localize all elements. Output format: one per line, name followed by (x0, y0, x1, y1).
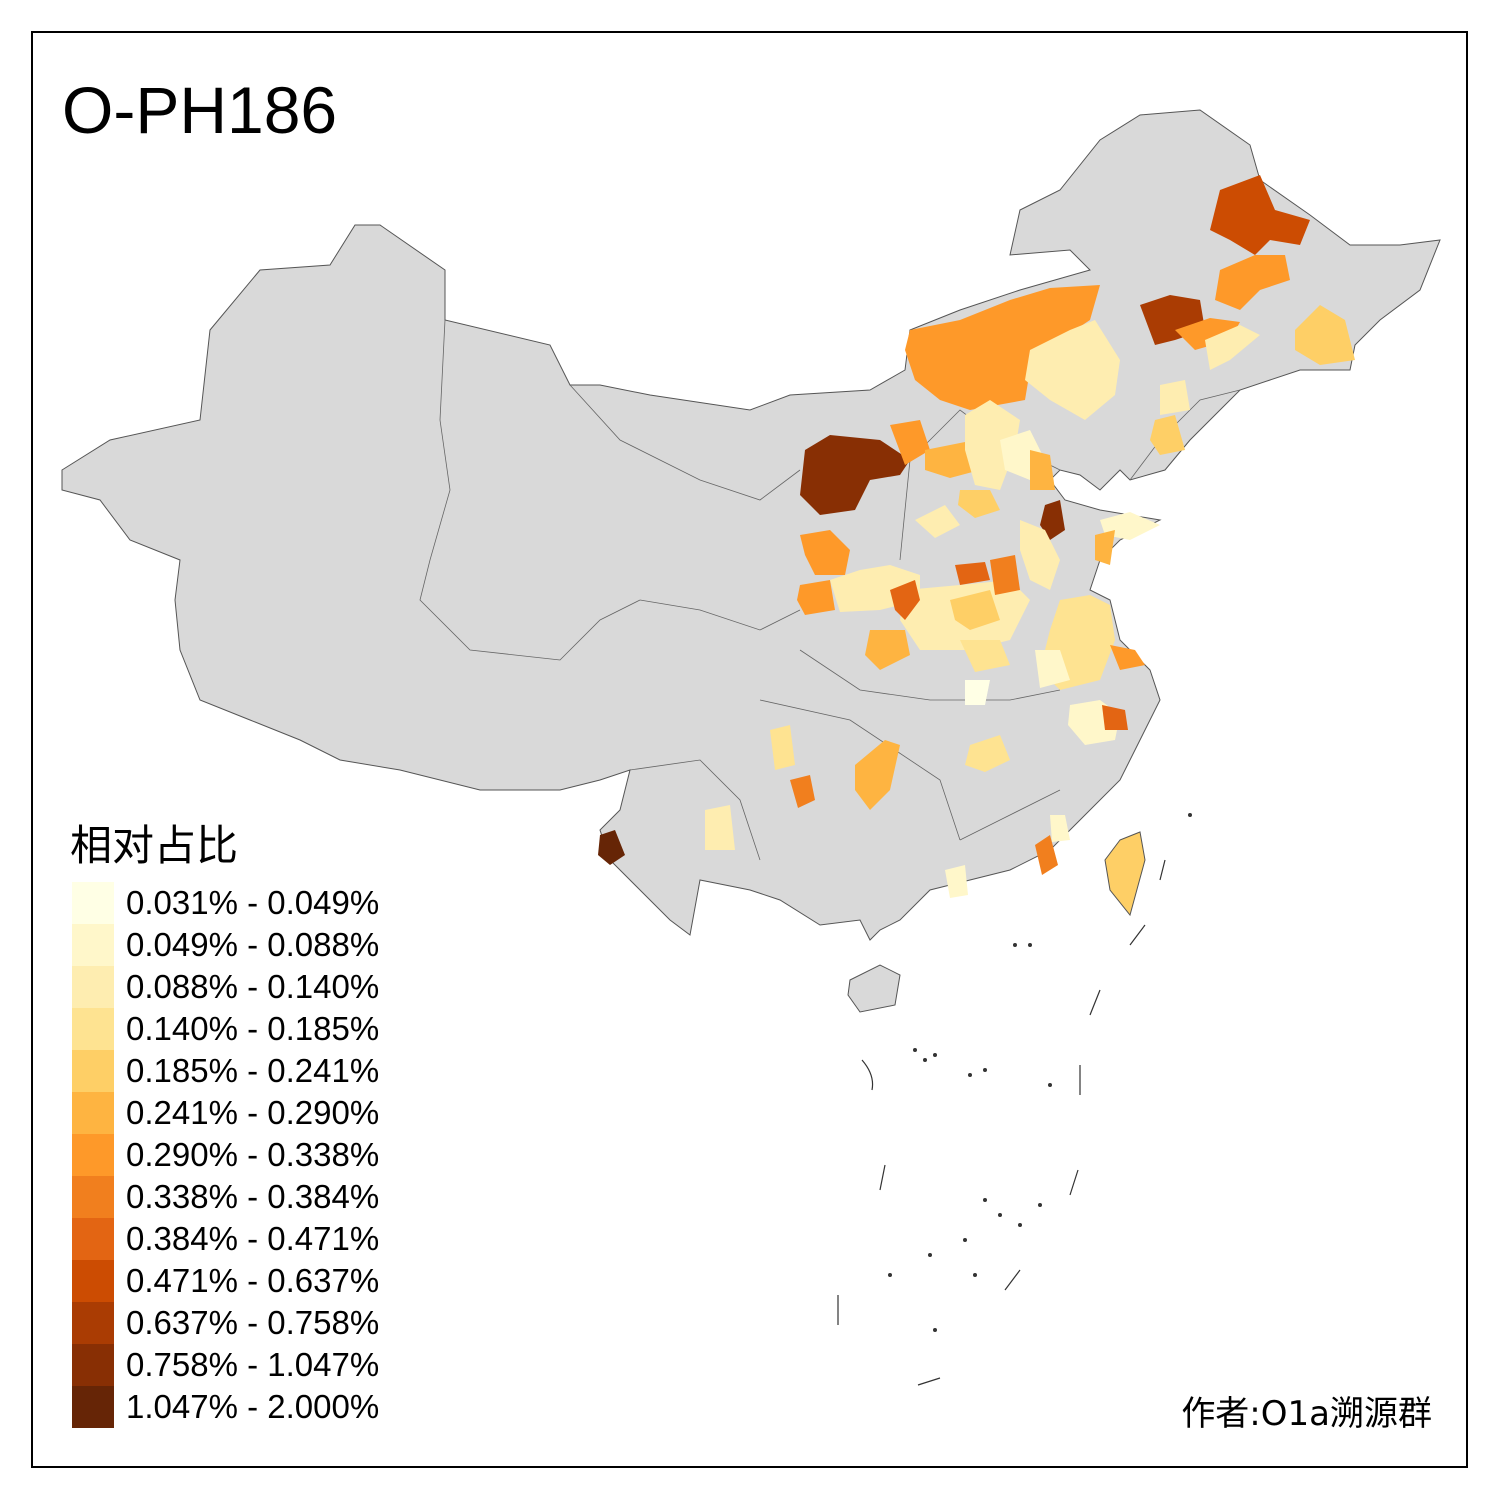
legend-swatch (72, 1092, 114, 1134)
legend-label: 0.758% - 1.047% (126, 1346, 380, 1383)
legend-label: 0.088% - 0.140% (126, 968, 380, 1005)
map-region (960, 640, 1010, 672)
legend-item: 0.031% - 0.049% (72, 882, 379, 924)
legend-item: 0.637% - 0.758% (72, 1302, 379, 1344)
map-region (705, 805, 735, 850)
legend-swatch (72, 1008, 114, 1050)
map-region (1035, 835, 1058, 875)
legend-swatch (72, 1260, 114, 1302)
legend-item: 0.241% - 0.290% (72, 1092, 379, 1134)
legend: 0.031% - 0.049% 0.049% - 0.088% 0.088% - 0… (72, 882, 379, 1428)
map-region (1175, 318, 1240, 350)
map-region (1295, 305, 1355, 365)
legend-item: 0.338% - 0.384% (72, 1176, 379, 1218)
map-region (955, 562, 990, 585)
legend-item: 1.047% - 2.000% (72, 1386, 379, 1428)
legend-swatch (72, 882, 114, 924)
map-region (1025, 320, 1120, 420)
map-region (965, 735, 1010, 772)
map-region (1160, 380, 1190, 415)
map-region (790, 775, 815, 808)
legend-label: 0.384% - 0.471% (126, 1220, 380, 1257)
map-region (797, 580, 835, 615)
legend-label: 0.290% - 0.338% (126, 1136, 380, 1173)
map-region (1110, 645, 1145, 670)
map-region (1030, 450, 1055, 490)
map-region (1215, 255, 1290, 310)
map-region (958, 490, 1000, 518)
map-region (855, 740, 900, 810)
map-region (865, 630, 910, 670)
legend-swatch (72, 1386, 114, 1428)
map-region (890, 580, 920, 620)
map-region (1040, 500, 1065, 540)
map-region (905, 285, 1100, 410)
legend-label: 0.637% - 0.758% (126, 1304, 380, 1341)
map-region (800, 435, 910, 515)
map-region (770, 725, 795, 770)
legend-item: 0.088% - 0.140% (72, 966, 379, 1008)
map-region (1150, 415, 1185, 455)
legend-swatch (72, 1218, 114, 1260)
map-region (890, 420, 930, 465)
legend-item: 0.185% - 0.241% (72, 1050, 379, 1092)
legend-swatch (72, 924, 114, 966)
legend-label: 1.047% - 2.000% (126, 1388, 380, 1425)
legend-item: 0.140% - 0.185% (72, 1008, 379, 1050)
map-region (1020, 520, 1060, 590)
map-region (1035, 650, 1070, 688)
legend-swatch (72, 1176, 114, 1218)
map-region (598, 830, 625, 865)
map-region (990, 555, 1020, 595)
map-region (1100, 512, 1160, 540)
map-region (1205, 325, 1260, 370)
map-region (1102, 705, 1128, 730)
map-frame (31, 31, 1468, 1468)
legend-item: 0.290% - 0.338% (72, 1134, 379, 1176)
legend-swatch (72, 966, 114, 1008)
legend-label: 0.049% - 0.088% (126, 926, 380, 963)
legend-title: 相对占比 (70, 821, 239, 870)
legend-item: 0.049% - 0.088% (72, 924, 379, 966)
map-region (950, 590, 1000, 630)
legend-item: 0.471% - 0.637% (72, 1260, 379, 1302)
legend-label: 0.031% - 0.049% (126, 884, 380, 921)
legend-label: 0.471% - 0.637% (126, 1262, 380, 1299)
map-region (1095, 530, 1115, 565)
legend-label: 0.140% - 0.185% (126, 1010, 380, 1047)
legend-swatch (72, 1050, 114, 1092)
map-region (800, 530, 850, 575)
south-china-sea-islands (837, 813, 1192, 1386)
taiwan (1104, 831, 1146, 917)
legend-item: 0.384% - 0.471% (72, 1218, 379, 1260)
map-region (965, 680, 990, 705)
map-region (1210, 175, 1310, 255)
hainan (847, 964, 901, 1013)
map-region (915, 505, 960, 538)
legend-label: 0.185% - 0.241% (126, 1052, 380, 1089)
legend-swatch (72, 1134, 114, 1176)
legend-swatch (72, 1302, 114, 1344)
map-region (945, 865, 968, 898)
legend-label: 0.241% - 0.290% (126, 1094, 380, 1131)
legend-item: 0.758% - 1.047% (72, 1344, 379, 1386)
map-region (1050, 815, 1070, 842)
legend-swatch (72, 1344, 114, 1386)
map-title: O-PH186 (62, 73, 338, 147)
legend-label: 0.338% - 0.384% (126, 1178, 380, 1215)
author-credit: 作者:O1a溯源群 (1181, 1394, 1432, 1434)
